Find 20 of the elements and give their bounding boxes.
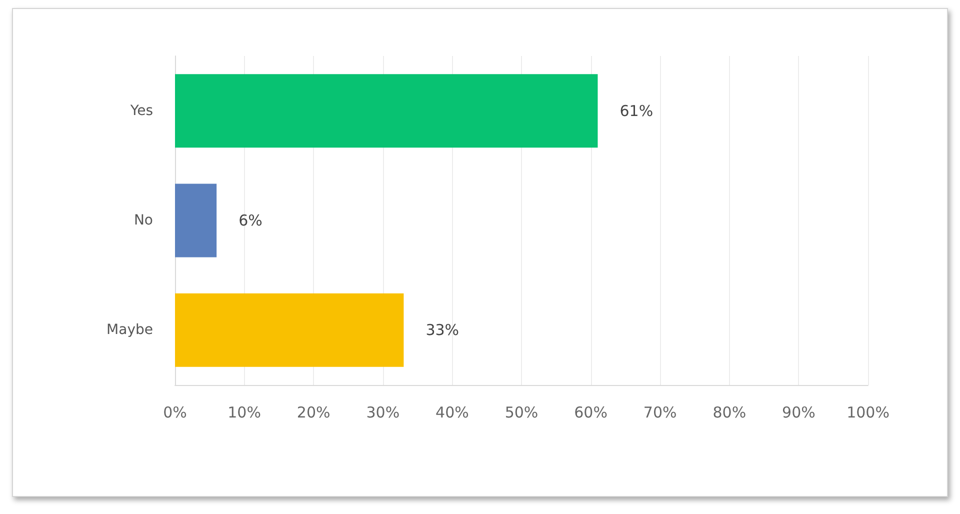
- bar: [175, 74, 598, 148]
- x-tick-label: 70%: [643, 404, 677, 422]
- x-tick-label: 80%: [712, 404, 746, 422]
- x-tick-label: 0%: [163, 404, 187, 422]
- x-tick-label: 30%: [366, 404, 400, 422]
- bar: [175, 184, 217, 258]
- y-tick-label: Yes: [129, 102, 153, 119]
- y-tick-label: No: [134, 212, 153, 228]
- x-tick-label: 40%: [436, 404, 469, 422]
- x-tick-label: 10%: [228, 404, 261, 422]
- x-tick-label: 90%: [782, 404, 816, 422]
- data-label: 6%: [238, 212, 262, 230]
- data-label: 61%: [620, 102, 654, 120]
- bar: [175, 293, 404, 367]
- x-tick-label: 20%: [296, 404, 330, 422]
- data-label: 33%: [426, 321, 460, 340]
- x-tick-label: 60%: [574, 404, 608, 422]
- x-tick-label: 50%: [504, 404, 538, 422]
- y-tick-label: Maybe: [106, 322, 153, 338]
- x-tick-label: 100%: [846, 404, 890, 422]
